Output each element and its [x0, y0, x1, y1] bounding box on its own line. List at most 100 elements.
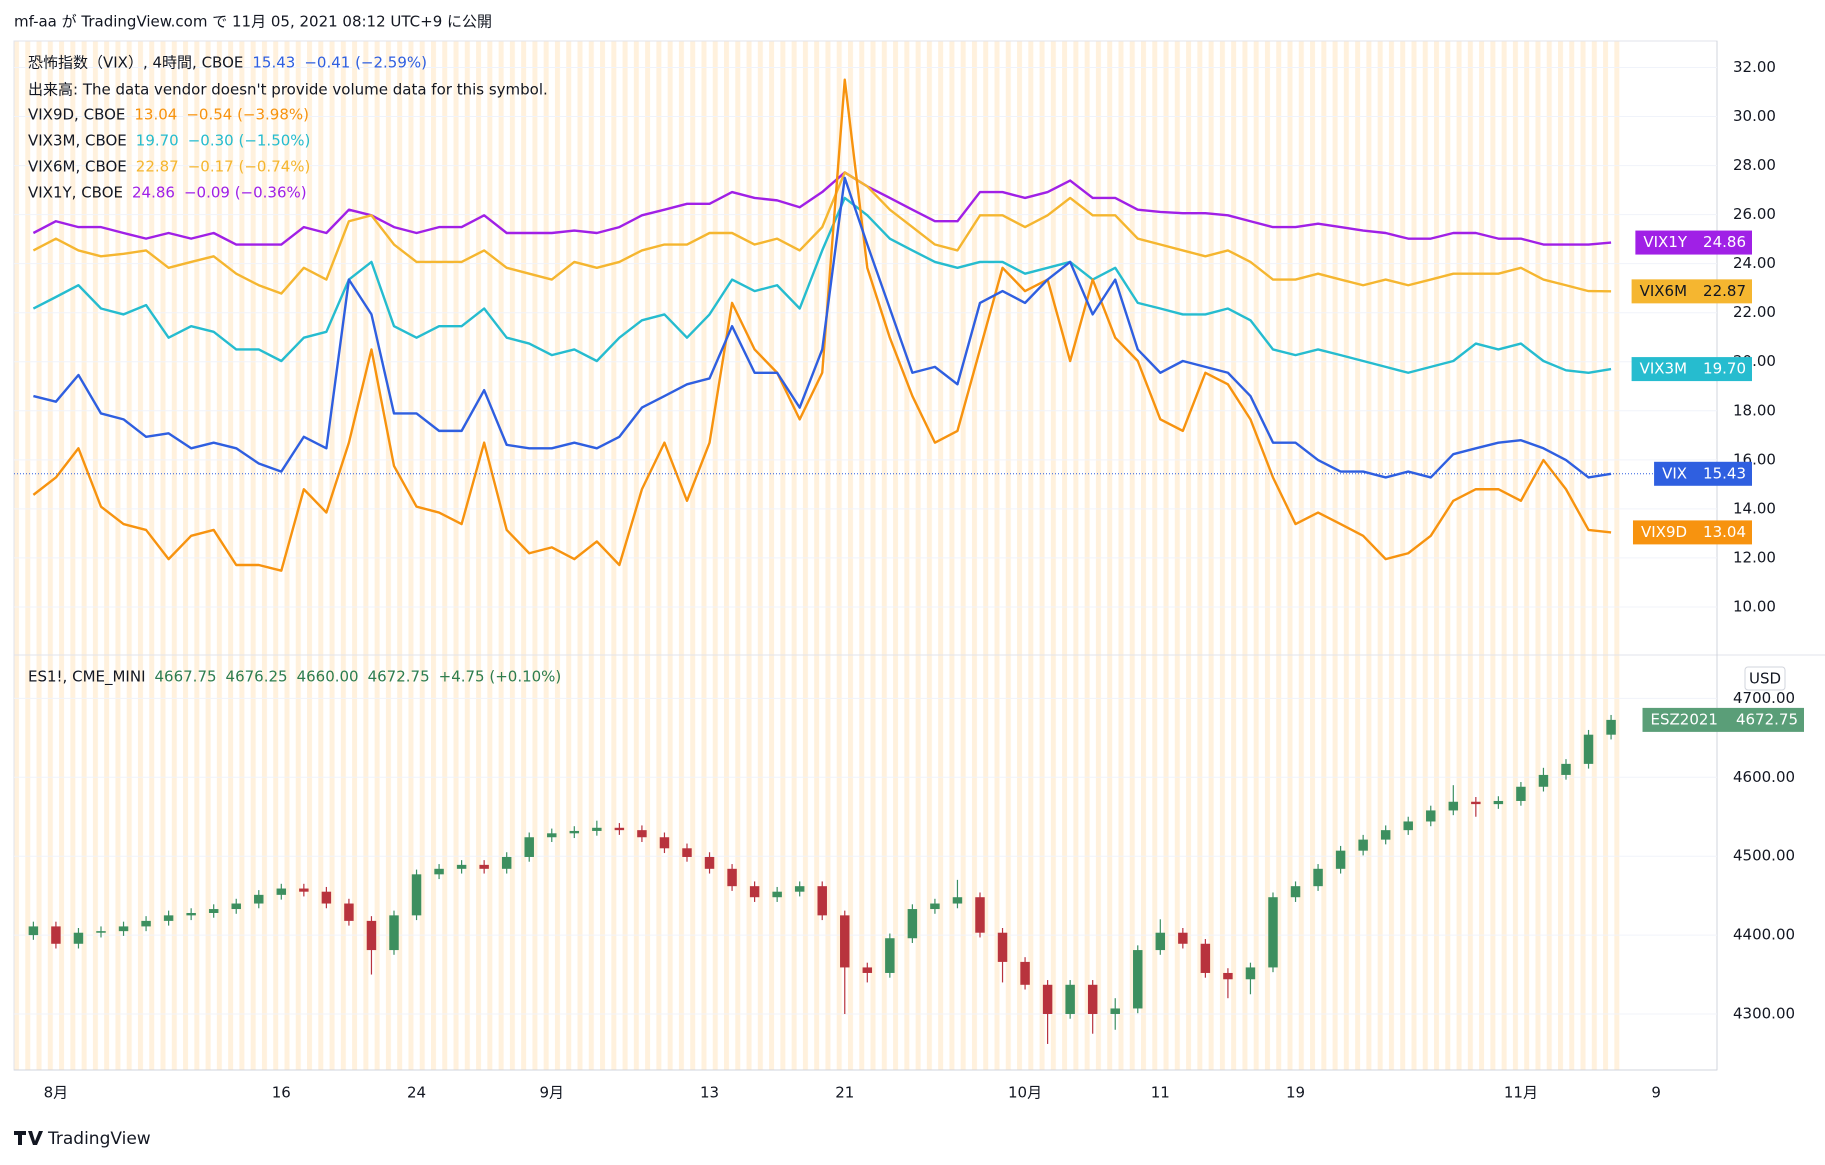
price-badge-bg — [1632, 520, 1752, 545]
y-tick-label: 10.00 — [1733, 597, 1776, 615]
series-line — [32, 171, 1612, 246]
candle-body — [51, 926, 61, 944]
price-badge-value: 4672.75 — [1736, 710, 1798, 728]
y-tick-label: 4300.00 — [1733, 1004, 1795, 1022]
series-line — [32, 196, 1612, 374]
ohlc-value: 4676.25 — [226, 668, 288, 686]
price-badge-bg — [1642, 707, 1804, 732]
candle-body — [1358, 839, 1368, 851]
volume-note: 出来高: The data vendor doesn't provide vol… — [28, 81, 548, 99]
labels: 10.0012.0014.0016.0018.0020.0022.0024.00… — [28, 54, 1804, 1102]
candle-body — [1290, 886, 1301, 898]
candle-body — [907, 909, 918, 939]
y-tick-label: 4500.00 — [1733, 847, 1795, 865]
candle-body — [885, 938, 895, 973]
x-tick-label: 21 — [835, 1084, 854, 1102]
price-badge: 15.43 VIX — [1654, 461, 1752, 486]
candle-body — [73, 932, 84, 944]
marks — [14, 78, 1717, 1044]
candle-body — [411, 874, 422, 916]
price-badge-bg — [1631, 279, 1752, 304]
candle-body — [276, 888, 287, 895]
candle-body — [1020, 961, 1030, 985]
y-tick-label: 28.00 — [1733, 156, 1776, 174]
legend-last-label: 24.86 — [132, 184, 175, 202]
price-badge: 19.70 VIX3M — [1631, 357, 1752, 382]
x-tick-label: 11 — [1151, 1084, 1170, 1102]
price-badge-tag: VIX9D — [1641, 523, 1687, 541]
logo-mark — [14, 1131, 43, 1145]
grid — [14, 66, 1717, 1015]
y-tick-label: 30.00 — [1733, 107, 1776, 125]
candle-body — [659, 837, 670, 849]
x-tick-label: 13 — [700, 1084, 719, 1102]
publish-info: mf-aa が TradingView.com で 11月 05, 2021 0… — [14, 13, 492, 31]
candle-body — [501, 856, 512, 869]
candle-body — [592, 827, 602, 831]
y-tick-label: 18.00 — [1733, 401, 1776, 419]
candle-body — [704, 856, 715, 869]
candle-body — [366, 920, 377, 951]
candle-body — [1335, 850, 1346, 869]
x-tick-label: 16 — [272, 1084, 291, 1102]
candle-body — [389, 915, 399, 951]
y-tick-label: 22.00 — [1733, 303, 1776, 321]
y-tick-label: 4600.00 — [1733, 768, 1795, 786]
candle-body — [208, 909, 219, 913]
currency-button[interactable] — [1744, 666, 1786, 691]
candle-body — [1065, 984, 1075, 1014]
price-badge: 13.04 VIX9D — [1632, 520, 1752, 545]
candle-body — [321, 891, 332, 904]
legend-name: 恐怖指数（VIX）, 4時間, CBOE — [28, 54, 243, 72]
candle-body — [1133, 950, 1143, 1009]
candle-body — [749, 886, 760, 898]
candle-body — [1268, 897, 1278, 968]
price-badge-tag: VIX — [1662, 464, 1687, 482]
candle-body — [1110, 1008, 1120, 1014]
price-badge-bg — [1635, 230, 1752, 255]
footer-logo: TradingView — [14, 1129, 151, 1149]
change-value: +4.75 (+0.10%) — [439, 668, 562, 686]
price-badge-value: 15.43 — [1703, 464, 1746, 482]
candle-body — [614, 827, 625, 831]
y-tick-label: 14.00 — [1733, 499, 1776, 517]
y-tick-label: 24.00 — [1733, 254, 1776, 272]
candle-body — [1223, 972, 1233, 980]
legend-last-label: 13.04 — [134, 106, 177, 124]
candle-body — [727, 868, 737, 887]
price-badge-value: 13.04 — [1703, 523, 1746, 541]
price-badge-tag: VIX1Y — [1643, 233, 1688, 251]
candle-body — [1155, 932, 1166, 951]
candle-body — [28, 926, 39, 936]
ohlc-value: 4672.75 — [368, 668, 430, 686]
price-badge-value: 19.70 — [1703, 360, 1746, 378]
candle-body — [930, 903, 940, 910]
candle-body — [186, 912, 196, 916]
y-tick-label: 4700.00 — [1733, 689, 1795, 707]
candle-body — [1583, 734, 1594, 764]
candle-body — [1606, 719, 1616, 735]
candle-body — [231, 903, 241, 910]
y-tick-label: 32.00 — [1733, 58, 1776, 76]
series-line — [32, 78, 1612, 572]
candle-body — [817, 886, 827, 916]
price-badge-bg — [1654, 461, 1752, 486]
price-badge: 22.87 VIX6M — [1631, 279, 1752, 304]
candle-body — [344, 903, 354, 921]
y-tick-label: 4400.00 — [1733, 926, 1795, 944]
candle-body — [569, 830, 580, 834]
candle-body — [96, 931, 106, 933]
candle-body — [862, 967, 873, 973]
candle-body — [524, 837, 534, 857]
legend-change-label: −0.30 (−1.50%) — [188, 132, 311, 150]
candle-body — [1042, 984, 1053, 1014]
ohlc-value: 4660.00 — [297, 668, 359, 686]
candle-body — [163, 915, 174, 921]
candle-body — [682, 848, 692, 857]
candle-body — [254, 894, 264, 904]
candle-body — [1403, 821, 1413, 831]
price-badge: 4672.75 ESZ2021 — [1642, 707, 1804, 732]
y-tick-label: 26.00 — [1733, 205, 1776, 223]
x-tick-label: 11月 — [1504, 1084, 1538, 1102]
symbol-title: ES1!, CME_MINI — [28, 668, 146, 687]
